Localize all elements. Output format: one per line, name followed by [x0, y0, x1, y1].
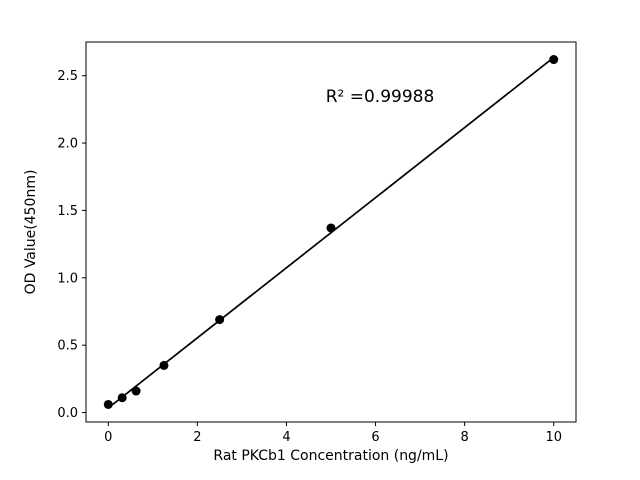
x-axis-label: Rat PKCb1 Concentration (ng/mL) — [213, 448, 449, 464]
y-axis-label: OD Value(450nm) — [23, 169, 39, 295]
data-point — [326, 223, 336, 233]
y-tick-label: 1.5 — [57, 204, 78, 219]
data-point — [117, 393, 127, 403]
y-tick-label: 0.5 — [57, 339, 78, 354]
x-tick-label: 6 — [371, 430, 379, 445]
data-point — [159, 360, 169, 370]
data-point — [215, 315, 225, 325]
x-tick-label: 0 — [104, 430, 112, 445]
y-tick-label: 0.0 — [57, 406, 78, 421]
data-point — [103, 399, 113, 409]
x-tick-label: 8 — [460, 430, 468, 445]
data-point — [131, 386, 141, 396]
data-point — [549, 55, 559, 65]
y-tick-label: 1.0 — [57, 271, 78, 286]
x-tick-label: 4 — [282, 430, 290, 445]
x-tick-label: 10 — [545, 430, 562, 445]
plot-frame — [85, 41, 577, 423]
r-squared-annotation: R² =0.99988 — [325, 87, 435, 107]
fit-line — [107, 56, 555, 409]
y-tick-label: 2.5 — [57, 69, 78, 84]
y-tick-label: 2.0 — [57, 137, 78, 152]
x-tick-label: 2 — [193, 430, 201, 445]
